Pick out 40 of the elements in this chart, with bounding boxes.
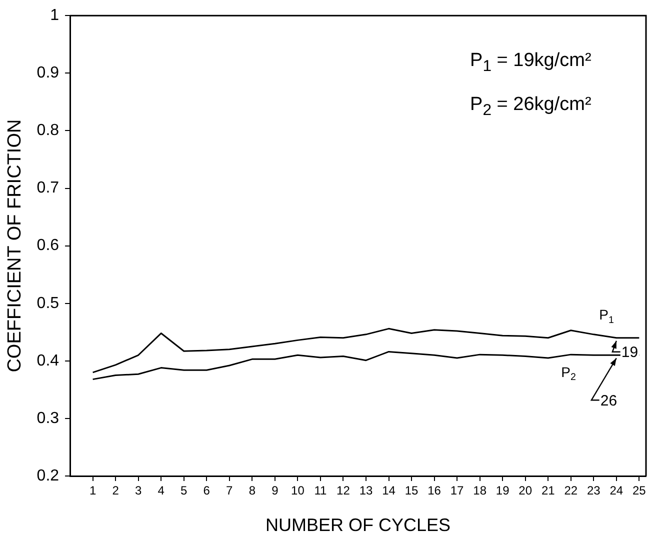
annotation: P$_{1}$ = 19kg/cm² [470,49,592,77]
x-tick-label: 15 [404,484,419,498]
x-tick-label: 3 [134,484,142,498]
y-tick-label: 0.2 [36,467,60,484]
y-tick-label: 0.6 [36,237,60,254]
x-tick-label: 4 [158,484,165,498]
y-tick-label: 0.8 [36,122,60,140]
x-tick-label: 2 [112,484,120,498]
x-tick-label: 7 [226,484,234,498]
annotation: P$_{2}$ = 26kg/cm² [470,92,592,121]
x-tick-label: 20 [518,484,532,498]
x-axis-title: NUMBER OF CYCLES [266,515,451,536]
y-tick-label: 1 [50,7,60,24]
y-tick-label: 0.7 [36,180,60,197]
x-tick-label: 22 [564,484,578,498]
x-tick-label: 6 [203,484,210,498]
y-tick-label: 0.5 [36,294,60,312]
x-tick-label: 19 [496,484,510,498]
x-tick-label: 1 [89,484,96,498]
x-tick-label: 10 [291,484,305,498]
y-tick-label: 0.4 [36,352,60,370]
y-axis-title: COEFFICIENT OF FRICTION [4,119,26,372]
x-tick-label: 24 [610,484,624,498]
x-tick-label: 16 [428,484,442,498]
x-tick-label: 25 [632,484,646,498]
y-tick-label: 0.9 [36,64,60,82]
x-tick-label: 17 [450,484,464,498]
x-tick-label: 23 [586,484,601,498]
x-tick-label: 21 [541,484,556,498]
x-tick-label: 12 [336,484,350,498]
x-tick-label: 14 [382,484,396,498]
x-tick-label: 8 [248,484,256,498]
x-tick-label: 18 [473,484,487,498]
x-tick-label: 9 [272,484,279,498]
y-tick-label: 0.3 [36,410,60,427]
annotation: 26 [600,392,618,410]
x-tick-label: 13 [359,484,373,498]
x-tick-label: 11 [314,484,328,498]
annotation: 19 [621,344,638,362]
x-tick-label: 5 [180,484,188,498]
